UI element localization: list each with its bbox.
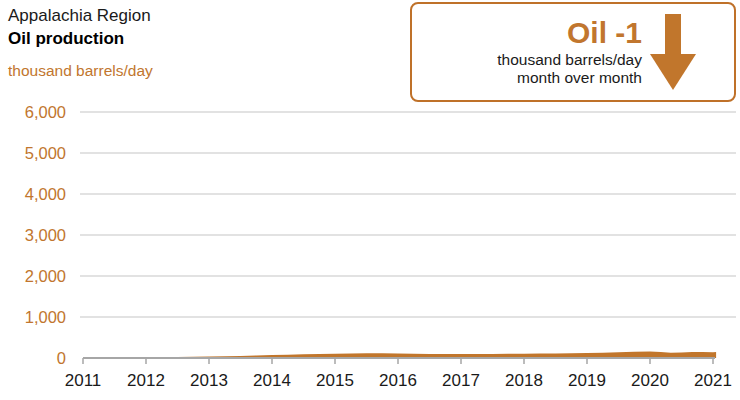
callout-text: Oil -1 thousand barrels/day month over m… — [422, 16, 650, 87]
x-tick-label: 2015 — [316, 371, 354, 390]
x-tick-label: 2019 — [568, 371, 606, 390]
y-tick-label: 2,000 — [25, 267, 66, 285]
callout-period-line: month over month — [422, 69, 642, 87]
area-series-oil-production — [83, 351, 716, 358]
x-tick-label: 2011 — [65, 371, 102, 390]
month-over-month-callout: Oil -1 thousand barrels/day month over m… — [410, 2, 736, 102]
y-tick-label: 4,000 — [25, 185, 66, 203]
callout-headline: Oil -1 — [422, 16, 642, 51]
units-label: thousand barrels/day — [8, 61, 153, 82]
x-tick-label: 2020 — [631, 371, 669, 390]
callout-units-line: thousand barrels/day — [422, 51, 642, 69]
x-tick-label: 2016 — [379, 371, 417, 390]
y-tick-label: 5,000 — [25, 144, 66, 162]
down-arrow-icon — [650, 14, 696, 90]
report-chart-panel: 0 1,000 2,000 3,000 4,000 5,000 6,000 2011 2012 2… — [0, 0, 740, 400]
y-tick-label: 0 — [57, 349, 66, 367]
y-tick-label: 6,000 — [25, 103, 66, 121]
region-title: Appalachia Region — [8, 5, 153, 28]
x-tick-label: 2018 — [505, 371, 543, 390]
chart-header: Appalachia Region Oil production thousan… — [8, 5, 153, 82]
x-tick-label: 2013 — [190, 371, 228, 390]
y-tick-label: 3,000 — [25, 226, 66, 244]
metric-title: Oil production — [8, 28, 153, 51]
x-tick-label: 2017 — [442, 371, 480, 390]
y-tick-label: 1,000 — [25, 308, 66, 326]
x-tick-label: 2012 — [127, 371, 165, 390]
x-tick-label: 2021 — [694, 371, 732, 390]
x-tick-label: 2014 — [253, 371, 291, 390]
